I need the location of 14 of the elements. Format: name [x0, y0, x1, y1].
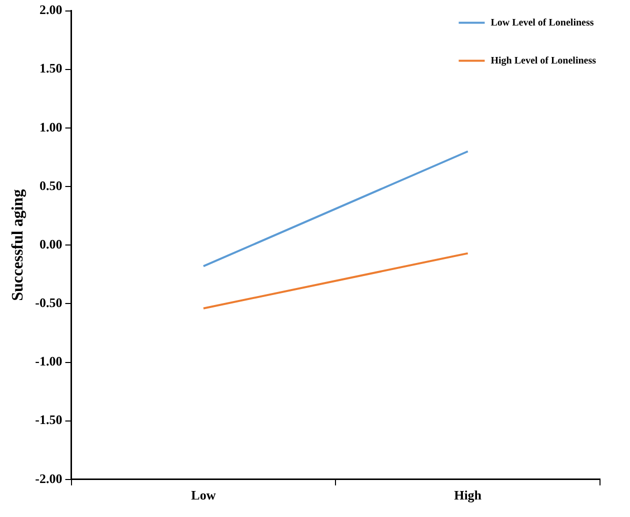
x-tick-label: High	[454, 488, 482, 503]
y-tick-label: -1.00	[35, 354, 62, 369]
y-tick-label: -2.00	[35, 470, 62, 486]
y-tick-label: 2.00	[40, 2, 62, 18]
y-tick-label: 0.50	[40, 178, 62, 193]
y-tick-label: -0.50	[35, 295, 62, 310]
y-tick-label: -1.50	[35, 412, 62, 428]
y-tick-label: 1.00	[40, 119, 62, 134]
legend-label: Low Level of Loneliness	[490, 17, 594, 28]
y-tick-label: 1.50	[40, 60, 62, 76]
x-tick-label: Low	[191, 488, 216, 503]
y-tick-label: 0.00	[40, 236, 62, 252]
y-axis-title: Successful aging	[10, 189, 27, 301]
legend-label: High Level of Loneliness	[490, 55, 596, 66]
